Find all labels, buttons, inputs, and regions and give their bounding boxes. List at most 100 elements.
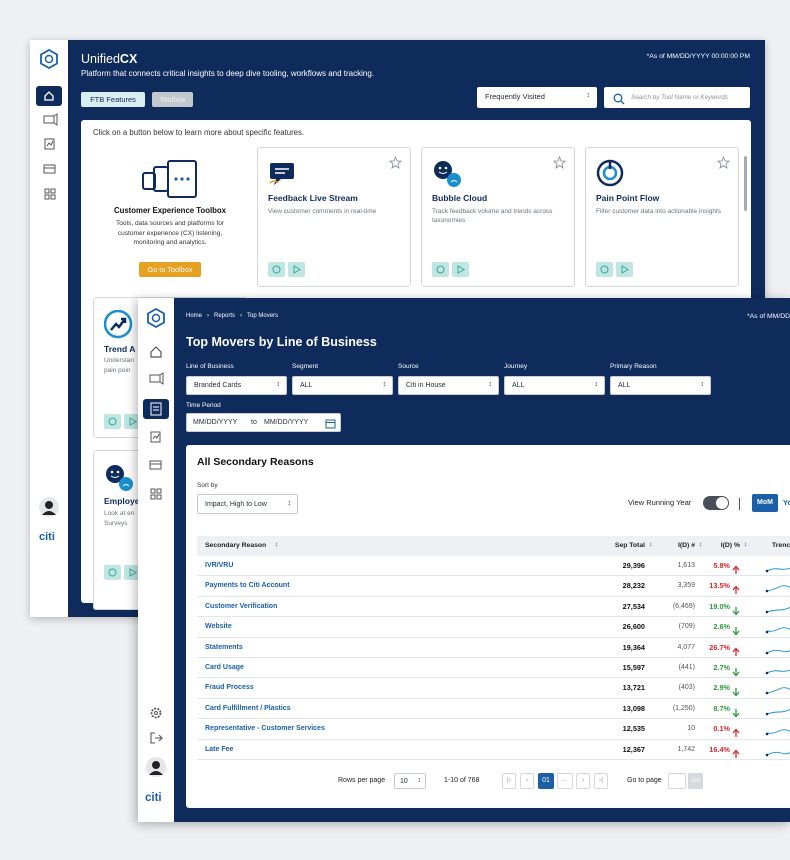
tab-ftb[interactable]: FTB Features [81,92,145,107]
nav-logout[interactable] [149,731,163,750]
page-ellipsis: ... [561,776,567,783]
card-action[interactable] [432,262,449,277]
trend-sparkline [765,561,790,579]
card-action-glyph [272,265,281,274]
nav-item[interactable] [42,186,58,206]
reason-link[interactable]: Statements [205,643,243,651]
direction-arrow-glyph [732,647,740,656]
filter-select[interactable]: Branded Cards ↕ [186,376,287,395]
nav-item[interactable] [148,486,164,507]
card-description: Track feedback volume and trends across … [432,208,553,225]
card-description: pain poin [104,367,131,374]
sep-total: 29,396 [622,561,645,570]
card-action[interactable] [104,414,121,429]
feature-card[interactable]: Feedback Live Stream View customer commen… [257,147,411,287]
reason-link[interactable]: Fraud Process [205,684,254,692]
card-action[interactable] [616,262,633,277]
reason-link[interactable]: Late Fee [205,745,234,753]
toggle-mom[interactable]: MoM [752,494,778,512]
nav-home-active[interactable] [36,86,62,106]
nav-item[interactable] [42,137,58,157]
frequent-dropdown[interactable]: Frequently Visited ↕ [477,87,597,108]
column-header: Trenc [772,542,790,549]
nav-item[interactable] [148,372,164,393]
favorite-star-glyph [388,155,403,170]
user-avatar[interactable] [39,497,59,522]
rows-per-page-select[interactable]: 10 ↕ [394,773,426,789]
select-caret: ↕ [276,381,281,388]
user-avatar[interactable] [146,757,166,782]
reason-link[interactable]: Representative - Customer Services [205,725,325,733]
reason-link[interactable]: Customer Verification [205,602,278,610]
tab-toolbox[interactable]: Toolbox [152,92,193,107]
sort-select[interactable]: Impact, High to Low ↕ [197,494,298,514]
reason-link[interactable]: Card Fulfillment / Plastics [205,704,291,712]
card-action[interactable] [268,262,285,277]
sort-icon[interactable]: ↕ [275,541,279,548]
column-header[interactable]: I(D) % [720,542,740,549]
column-header[interactable]: Secondary Reason [205,542,267,549]
nav-item[interactable] [148,430,164,451]
toggle-yoy[interactable]: Yo [783,498,790,507]
nav-settings[interactable] [149,706,163,725]
card-action[interactable] [124,414,141,429]
card-action[interactable] [596,262,613,277]
page-button[interactable]: ‹ [520,773,534,789]
page-button[interactable]: ›| [594,773,608,789]
nav-item[interactable] [148,458,164,479]
favorite-star[interactable] [388,155,403,174]
nav-item[interactable] [148,344,164,365]
feature-card[interactable]: Bubble Cloud Track feedback volume and tr… [421,147,575,287]
nav-item[interactable] [42,162,58,182]
running-year-toggle[interactable] [703,496,729,510]
filter-select[interactable]: ALL ↕ [292,376,393,395]
go-button[interactable]: Go [688,773,703,789]
reason-link[interactable]: Payments to Citi Account [205,582,290,590]
sort-icon[interactable]: ↕ [649,541,653,548]
breadcrumb-item[interactable]: Home [186,313,203,319]
favorite-star[interactable] [552,155,567,174]
breadcrumb-item[interactable]: Reports [214,313,236,319]
calendar-icon[interactable] [325,418,336,431]
favorite-star-glyph [552,155,567,170]
card-action[interactable] [104,565,121,580]
select-caret: ↕ [594,381,599,388]
search-box[interactable]: Search by Tool Name or Keywords [604,87,750,108]
card-icon [103,309,134,345]
column-header[interactable]: Sep Total [614,542,645,549]
card-action[interactable] [288,262,305,277]
page-button[interactable]: ... [557,773,573,789]
card-action[interactable] [452,262,469,277]
date-range[interactable]: MM/DD/YYYY to MM/DD/YYYY [186,413,341,432]
toolbox-button[interactable]: Go to Toolbox [139,262,201,277]
go-to-input[interactable] [668,773,686,789]
change-pct: 2.7% [713,663,730,672]
card-action[interactable] [124,565,141,580]
filter-select[interactable]: Citi in House ↕ [398,376,499,395]
filter-select[interactable]: ALL ↕ [610,376,711,395]
column-header[interactable]: I(D) # [678,542,695,549]
reason-link[interactable]: Card Usage [205,664,244,671]
reason-link[interactable]: IVR/VRU [205,562,234,569]
filter-select[interactable]: ALL ↕ [504,376,605,395]
favorite-star[interactable] [716,155,731,174]
change-count: (1,250) [672,704,695,712]
page-current[interactable]: 01 [538,773,554,789]
reason-link[interactable]: Website [205,623,232,631]
change-pct: 8.7% [713,703,730,713]
table-row: Fraud Process 13,721 (403) 2.9% [197,678,790,699]
page-button[interactable]: › [576,773,590,789]
page-range: 1-10 of 768 [444,777,480,784]
trend-sparkline-glyph [765,649,790,654]
table-row: Late Fee 12,367 1,742 16.4% [197,740,790,760]
sort-icon[interactable]: ↕ [699,541,703,548]
page-button[interactable]: |‹ [502,773,516,789]
feature-card[interactable]: Pain Point Flow Filter customer data into… [585,147,739,287]
sort-icon[interactable]: ↕ [744,541,748,548]
nav-item[interactable] [42,113,58,133]
date-from: MM/DD/YYYY [193,419,238,426]
sort-value: Impact, High to Low [205,501,267,508]
nav-item[interactable] [148,401,164,422]
change-count: (441) [678,664,695,671]
